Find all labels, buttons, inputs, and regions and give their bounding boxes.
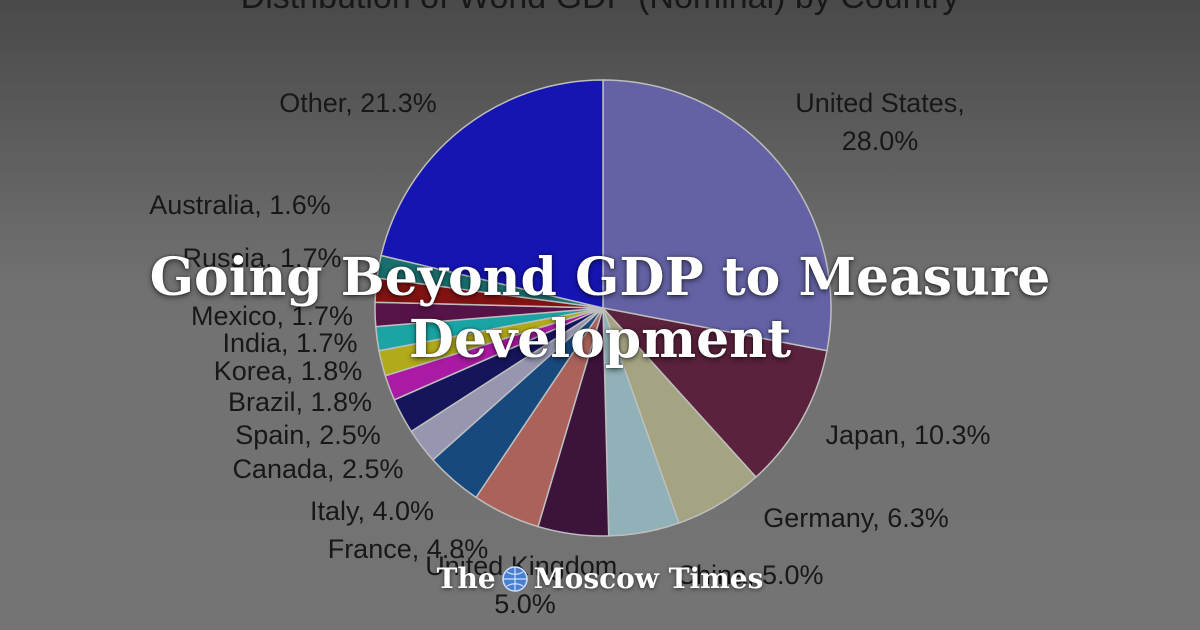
brand-name-moscow-times: Moscow Times	[533, 562, 764, 595]
pie-label-russia: Russia, 1.7%	[182, 243, 341, 273]
pie-label-china: China, 5.0%	[676, 560, 823, 590]
pie-slice-japan	[600, 306, 828, 479]
pie-label-brazil: Brazil, 1.8%	[228, 387, 372, 417]
pie-label-korea: Korea, 1.8%	[214, 356, 363, 386]
pie-label-australia: Australia, 1.6%	[149, 190, 331, 220]
pie-label-mexico: Mexico, 1.7%	[191, 301, 353, 331]
chart-title: Distribution of World GDP (Nominal) by C…	[241, 0, 960, 16]
pie-label-germany: Germany, 6.3%	[763, 503, 949, 533]
pie-labels: United States, 28.0% Japan, 10.3% Germany, …	[149, 88, 990, 619]
pie-label-canada: Canada, 2.5%	[232, 454, 403, 484]
pie-slice-other	[380, 79, 604, 309]
brand-name-the: The	[436, 562, 496, 595]
brand-logo[interactable]: The Moscow Times	[0, 562, 1200, 595]
pie-label-japan: Japan, 10.3%	[825, 420, 990, 450]
pie-label-united-kingdom: United Kingdom, 5.0%	[425, 551, 625, 619]
pie-label-italy: Italy, 4.0%	[310, 496, 434, 526]
globe-icon	[501, 565, 528, 592]
pie-label-india: India, 1.7%	[222, 328, 357, 358]
pie-label-france: France, 4.8%	[328, 534, 489, 564]
pie-chart	[374, 79, 832, 537]
pie-label-other: Other, 21.3%	[279, 88, 437, 118]
headline-line-2[interactable]: Development	[408, 309, 792, 370]
pie-label-spain: Spain, 2.5%	[235, 420, 381, 450]
pie-label-united-states: United States, 28.0%	[795, 88, 965, 156]
headline-line-1[interactable]: Going Beyond GDP to Measure	[149, 247, 1051, 308]
pie-slice-united-states	[602, 79, 832, 352]
